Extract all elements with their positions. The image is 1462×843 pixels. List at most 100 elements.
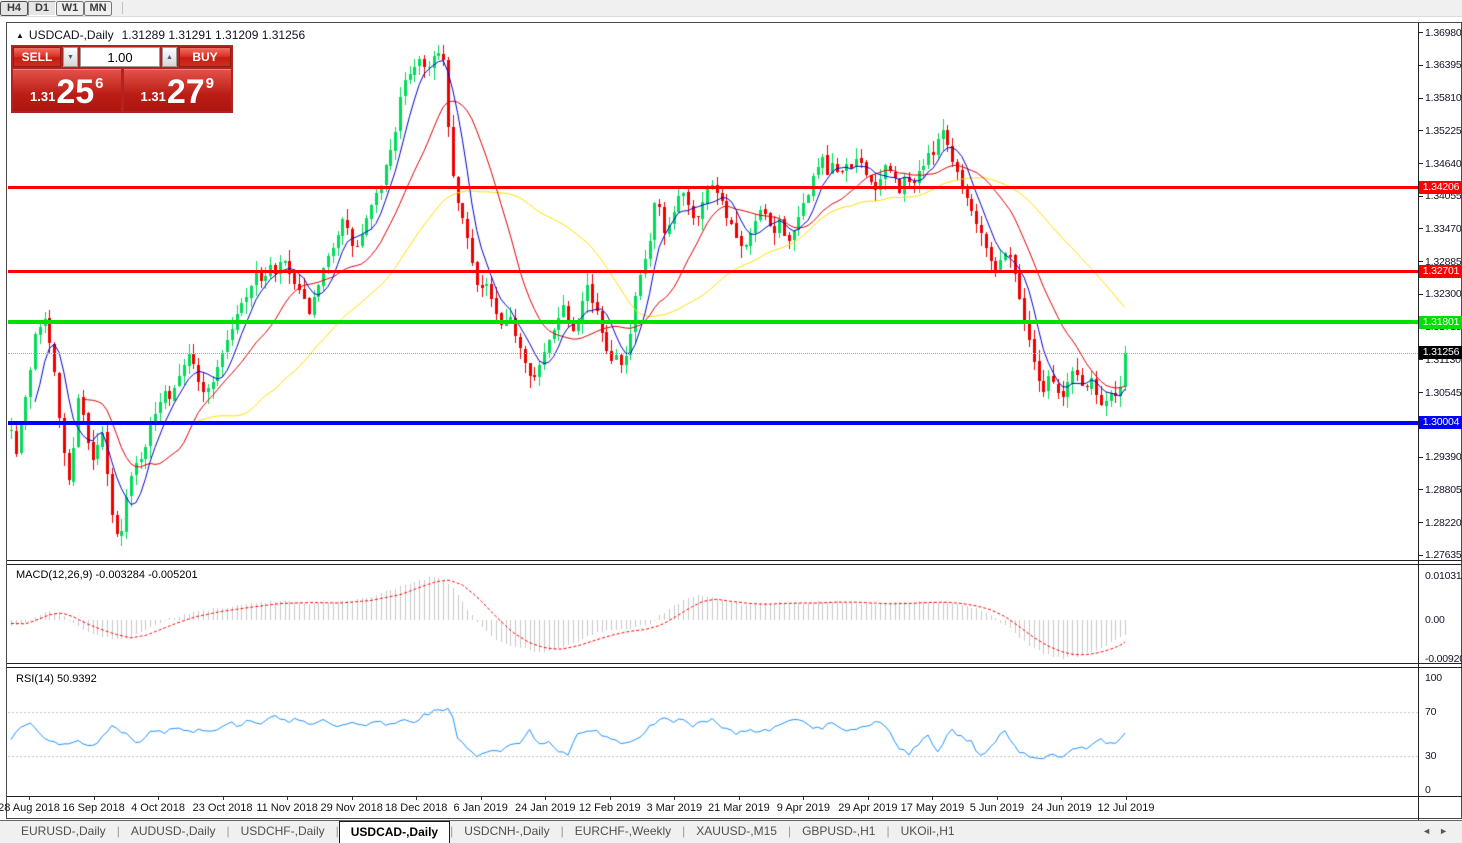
- tab-nav-right-icon[interactable]: ►: [1439, 826, 1456, 836]
- horizontal-level-line[interactable]: [8, 186, 1418, 190]
- level-price-label: 1.31801: [1419, 315, 1462, 329]
- buy-button[interactable]: BUY: [179, 47, 231, 67]
- price-axis-tick: [1418, 228, 1423, 230]
- chart-tab-usdchf-daily[interactable]: USDCHF-,Daily: [240, 824, 325, 838]
- chart-tab-usdcad-daily[interactable]: USDCAD-,Daily: [338, 821, 451, 843]
- horizontal-level-line[interactable]: [8, 420, 1418, 425]
- tab-navigation: ◄►: [1422, 826, 1456, 836]
- price-axis-tick: [1418, 195, 1423, 197]
- price-axis-tick-label: 1.34640: [1425, 157, 1462, 170]
- chart-tab-bar: EURUSD-,Daily | AUDUSD-,Daily | USDCHF-,Dail…: [0, 820, 1462, 843]
- chart-tab-ukoil-h1[interactable]: UKOil-,H1: [900, 824, 955, 838]
- time-axis-tick: [222, 797, 224, 800]
- price-axis-separator: [1418, 23, 1419, 820]
- macd-name: MACD(12,26,9): [16, 569, 93, 581]
- chart-tab-xauusd-m15[interactable]: XAUUSD-,M15: [696, 824, 777, 838]
- time-axis-label: 29 Apr 2019: [838, 802, 898, 814]
- time-axis-label: 17 May 2019: [900, 802, 965, 814]
- price-chart-canvas[interactable]: [8, 24, 1418, 560]
- sell-price-display[interactable]: 1.31 25 6: [13, 69, 121, 111]
- chart-tab-eurusd-daily[interactable]: EURUSD-,Daily: [21, 824, 106, 838]
- time-axis-label: 3 Mar 2019: [646, 802, 703, 814]
- price-axis-tick: [1418, 522, 1423, 524]
- collapse-triangle-icon[interactable]: ▲: [16, 31, 24, 40]
- time-axis-tick: [609, 797, 611, 800]
- panel-separator[interactable]: [7, 667, 1462, 668]
- time-axis-label: 11 Nov 2018: [256, 802, 318, 814]
- chart-tab-audusd-daily[interactable]: AUDUSD-,Daily: [130, 824, 216, 838]
- buy-price-pip-digit: 9: [205, 75, 214, 92]
- time-axis-tick: [738, 797, 740, 800]
- level-price-label: 1.32701: [1419, 265, 1462, 279]
- time-axis-label: 18 Dec 2018: [384, 802, 448, 814]
- chart-tab-gbpusd-h1[interactable]: GBPUSD-,H1: [802, 824, 876, 838]
- timeframe-button-mn[interactable]: MN: [84, 0, 112, 16]
- timeframe-button-w1[interactable]: W1: [56, 0, 84, 16]
- price-axis-tick: [1418, 293, 1423, 295]
- price-axis-tick: [1418, 261, 1423, 263]
- tab-nav-left-icon[interactable]: ◄: [1422, 826, 1440, 836]
- time-axis-label: 16 Sep 2018: [62, 802, 125, 814]
- tab-separator: |: [682, 824, 686, 838]
- time-axis-label: 21 Mar 2019: [707, 802, 770, 814]
- rsi-scale-label: 70: [1425, 705, 1437, 718]
- time-axis-tick: [416, 797, 418, 800]
- timeframe-button-h4[interactable]: H4: [0, 0, 28, 16]
- chart-tab-eurchf-weekly[interactable]: EURCHF-,Weekly: [574, 824, 672, 838]
- horizontal-level-line[interactable]: [8, 270, 1418, 274]
- price-axis-tick: [1418, 554, 1423, 556]
- sell-price-prefix: 1.31: [30, 89, 56, 104]
- macd-label: MACD(12,26,9) -0.003284 -0.005201: [16, 569, 198, 581]
- volume-decrease-button[interactable]: ▼: [63, 47, 78, 67]
- price-axis-tick-label: 1.35810: [1425, 92, 1462, 105]
- timeframe-button-d1[interactable]: D1: [28, 0, 56, 16]
- price-axis-tick: [1418, 32, 1423, 34]
- time-axis-tick: [545, 797, 547, 800]
- price-axis-tick-label: 1.28220: [1425, 516, 1462, 529]
- sell-button[interactable]: SELL: [13, 47, 61, 67]
- macd-scale-label: 0.00: [1425, 614, 1445, 626]
- price-axis-tick-label: 1.32300: [1425, 288, 1462, 301]
- time-axis-tick: [803, 797, 805, 800]
- buy-price-big-digits: 27: [166, 73, 205, 112]
- time-axis-tick: [1126, 797, 1127, 800]
- spinner-down-icon: ▼: [67, 53, 74, 61]
- sell-price-big-digits: 25: [56, 73, 95, 112]
- level-price-label: 1.30004: [1419, 416, 1462, 430]
- panel-separator[interactable]: [7, 560, 1462, 561]
- time-axis-tick: [996, 797, 998, 800]
- horizontal-level-line[interactable]: [8, 320, 1418, 325]
- chart-window: ▲ USDCAD-,Daily 1.31289 1.31291 1.31209 1.…: [0, 22, 1462, 820]
- current-price-label: 1.31256: [1419, 346, 1462, 360]
- price-axis-tick-label: 1.36980: [1425, 26, 1462, 39]
- time-axis-label: 23 Oct 2018: [192, 802, 253, 814]
- tab-separator: |: [787, 824, 792, 838]
- price-axis-tick: [1418, 163, 1423, 165]
- level-price-label: 1.34206: [1419, 181, 1462, 195]
- macd-scale-label: -0.009203: [1425, 653, 1462, 666]
- price-axis-tick: [1418, 64, 1423, 66]
- buy-price-display[interactable]: 1.31 27 9: [123, 69, 231, 112]
- price-axis-tick: [1418, 392, 1423, 394]
- macd-current-values: -0.003284 -0.005201: [95, 569, 198, 581]
- volume-input[interactable]: 1.00: [80, 47, 160, 67]
- volume-increase-button[interactable]: ▲: [162, 47, 177, 67]
- panel-separator[interactable]: [7, 663, 1462, 664]
- rsi-scale-label: 30: [1425, 750, 1437, 763]
- rsi-indicator-canvas[interactable]: [8, 668, 1418, 796]
- time-axis-label: 12 Jul 2019: [1097, 802, 1155, 814]
- chart-symbol-label: USDCAD-,Daily: [28, 28, 114, 42]
- chart-tab-usdcnh-daily[interactable]: USDCNH-,Daily: [464, 824, 550, 838]
- macd-scale-label: 0.010311: [1425, 570, 1462, 583]
- time-axis-tick: [158, 797, 160, 800]
- price-axis-tick-label: 1.29390: [1425, 451, 1462, 464]
- price-axis-tick: [1418, 456, 1423, 458]
- tab-separator: |: [226, 824, 230, 838]
- time-axis-tick: [480, 797, 482, 800]
- macd-indicator-canvas[interactable]: [8, 565, 1418, 663]
- chart-title: ▲ USDCAD-,Daily 1.31289 1.31291 1.31209 1.…: [16, 28, 305, 42]
- price-axis-tick: [1418, 97, 1423, 99]
- toolbar-separator: [122, 2, 123, 14]
- panel-separator[interactable]: [7, 564, 1462, 565]
